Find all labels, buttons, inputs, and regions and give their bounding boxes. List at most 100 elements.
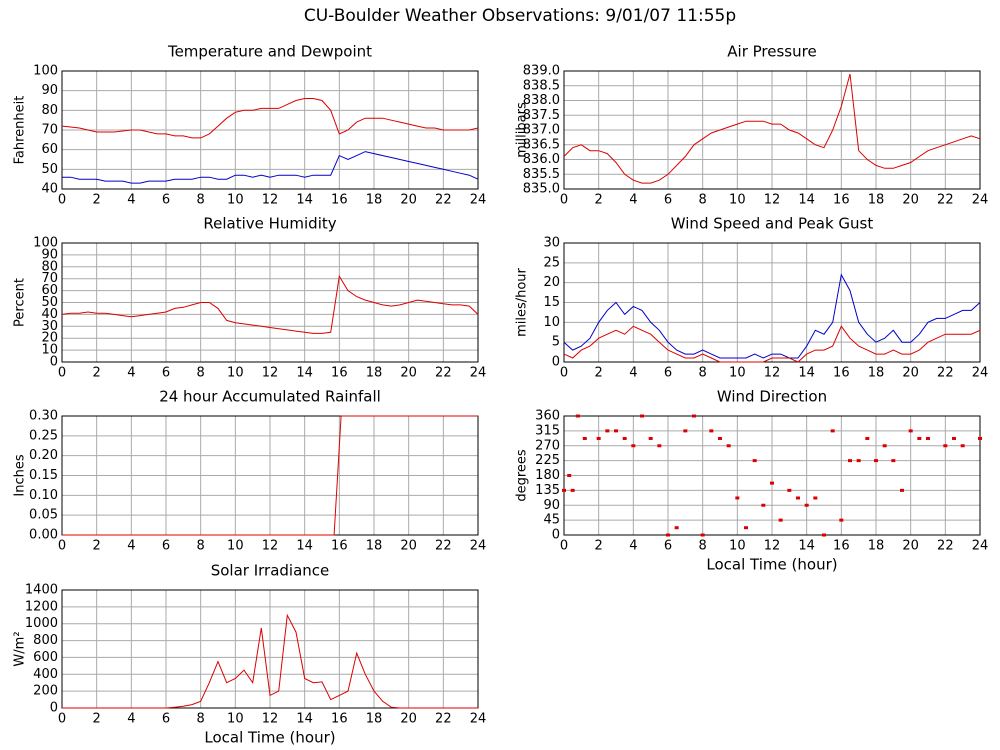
data-point	[874, 459, 878, 463]
chart-title: Relative Humidity	[203, 215, 336, 233]
x-tick-label: 4	[127, 193, 135, 208]
data-point	[917, 436, 922, 440]
y-tick-label: 836.5	[523, 137, 560, 152]
y-tick-label: 90	[41, 247, 58, 262]
data-point	[657, 444, 662, 448]
data-point	[891, 459, 896, 463]
x-tick-label: 22	[435, 193, 452, 208]
x-tick-label: 16	[833, 366, 850, 381]
data-point	[770, 481, 774, 485]
chart-title: Temperature and Dewpoint	[167, 43, 372, 61]
data-point	[804, 503, 809, 507]
x-tick-label: 24	[972, 539, 989, 554]
page-title: CU-Boulder Weather Observations: 9/01/07…	[304, 6, 736, 26]
y-tick-label: 20	[41, 331, 58, 346]
x-tick-label: 8	[197, 539, 205, 554]
x-tick-label: 2	[93, 712, 101, 727]
x-tick-label: 22	[937, 193, 954, 208]
y-tick-label: 1400	[25, 583, 58, 598]
x-tick-label: 16	[331, 193, 348, 208]
data-line	[62, 613, 478, 709]
x-tick-label: 10	[729, 366, 746, 381]
x-tick-label: 10	[729, 539, 746, 554]
data-point	[822, 533, 826, 537]
x-tick-label: 24	[470, 712, 487, 727]
x-tick-label: 18	[868, 366, 885, 381]
data-point	[839, 518, 844, 522]
data-point	[726, 444, 731, 448]
data-point	[830, 429, 835, 433]
x-tick-label: 0	[58, 539, 66, 554]
x-tick-label: 24	[470, 193, 487, 208]
data-point	[709, 429, 714, 433]
y-tick-label: 0.05	[29, 508, 58, 523]
x-tick-label: 18	[366, 366, 383, 381]
data-point	[692, 414, 696, 418]
x-tick-label: 20	[400, 712, 417, 727]
y-axis-label: millibars	[515, 102, 530, 158]
x-tick-label: 6	[664, 366, 672, 381]
x-tick-label: 8	[699, 366, 707, 381]
x-tick-label: 24	[972, 193, 989, 208]
data-point	[856, 459, 861, 463]
y-tick-label: 70	[41, 271, 58, 286]
x-tick-label: 18	[868, 539, 885, 554]
data-line	[61, 98, 479, 139]
y-tick-label: 0.30	[29, 409, 58, 424]
y-tick-label: 40	[41, 182, 58, 197]
x-tick-label: 12	[764, 539, 781, 554]
x-tick-label: 14	[296, 366, 313, 381]
y-tick-label: 30	[41, 319, 58, 334]
data-point	[718, 436, 722, 440]
x-tick-label: 2	[595, 193, 603, 208]
x-tick-label: 4	[127, 712, 135, 727]
x-tick-label: 22	[435, 539, 452, 554]
y-tick-label: 10	[543, 315, 560, 330]
y-tick-label: 60	[41, 283, 58, 298]
x-tick-label: 22	[435, 712, 452, 727]
x-tick-label: 0	[58, 193, 66, 208]
x-tick-label: 12	[764, 193, 781, 208]
y-tick-label: 835.0	[523, 182, 560, 197]
data-line	[61, 274, 479, 334]
y-tick-label: 5	[552, 335, 560, 350]
x-tick-label: 16	[331, 539, 348, 554]
data-point	[605, 429, 610, 433]
x-axis-label: Local Time (hour)	[706, 556, 837, 574]
x-tick-label: 12	[262, 193, 279, 208]
x-tick-label: 6	[162, 366, 170, 381]
y-tick-label: 800	[33, 633, 58, 648]
plot-frame	[61, 242, 479, 363]
y-tick-label: 837.0	[523, 123, 560, 138]
y-tick-label: 0.25	[29, 428, 58, 443]
data-point	[562, 488, 566, 492]
y-tick-label: 45	[543, 513, 560, 528]
data-point	[744, 526, 748, 530]
y-tick-label: 836.0	[523, 152, 560, 167]
x-tick-label: 20	[400, 193, 417, 208]
y-tick-label: 0	[552, 528, 560, 543]
data-point	[683, 429, 688, 433]
y-tick-label: 100	[33, 236, 58, 251]
data-point	[735, 496, 740, 500]
x-tick-label: 4	[127, 366, 135, 381]
data-point	[796, 496, 800, 500]
y-axis-label: Fahrenheit	[13, 96, 28, 165]
x-tick-label: 10	[227, 712, 244, 727]
chart-panel: Wind Speed and Peak Gust miles/hour 0 5 10 15…	[515, 215, 989, 381]
x-tick-label: 4	[629, 193, 637, 208]
y-axis-label: miles/hour	[515, 267, 530, 336]
data-point	[952, 436, 956, 440]
chart-panel: Relative HumidityPercent0102030405060708…	[13, 215, 487, 381]
data-point	[787, 488, 792, 492]
data-point	[752, 459, 757, 463]
y-tick-label: 90	[543, 498, 560, 513]
chart-title: 24 hour Accumulated Rainfall	[159, 388, 381, 406]
x-tick-label: 2	[93, 193, 101, 208]
y-tick-label: 50	[41, 162, 58, 177]
y-tick-label: 0	[552, 355, 560, 370]
x-tick-label: 0	[58, 712, 66, 727]
x-tick-label: 0	[560, 539, 568, 554]
